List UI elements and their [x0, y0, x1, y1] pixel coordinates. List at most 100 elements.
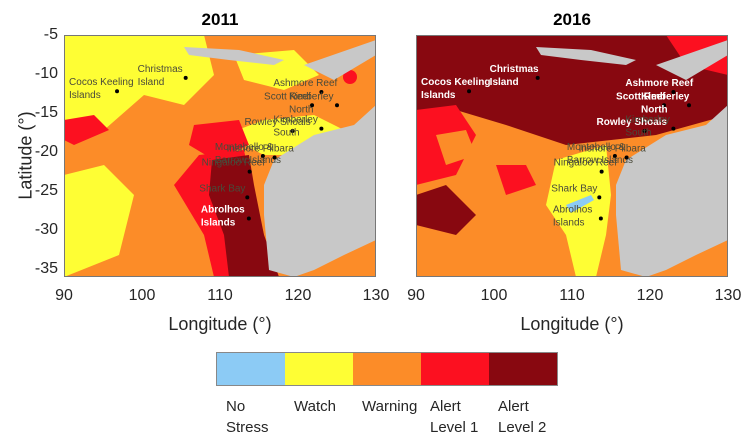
- map-2016: Cocos Keeling Islands Christmas Island Ashmo…: [416, 35, 728, 277]
- colorbar-swatch: [421, 353, 489, 385]
- land: [304, 40, 376, 80]
- site-label: Barrow Islands: [215, 155, 281, 166]
- site-label: South: [625, 128, 651, 139]
- site-label: Shark Bay: [199, 183, 245, 194]
- site-label: Islands: [553, 217, 585, 228]
- site-label: Scott Reef: [264, 91, 311, 102]
- colorbar-swatch: [217, 353, 285, 385]
- x-axis-label-2016: Longitude (°): [520, 314, 624, 334]
- y-tick-label: -20: [34, 143, 58, 161]
- region-watch: [64, 165, 134, 277]
- site-marker: [671, 126, 676, 131]
- y-tick-label: -15: [34, 104, 58, 122]
- x-tick-label: 130: [714, 287, 742, 304]
- site-marker: [599, 169, 604, 174]
- region-alert1: [343, 70, 357, 84]
- site-label: Kimberley: [273, 115, 317, 126]
- y-tick-label: -25: [34, 182, 58, 200]
- region-warning: [436, 130, 476, 165]
- site-label: Christmas: [138, 64, 183, 75]
- site-label: South: [273, 128, 299, 139]
- site-marker: [624, 155, 629, 160]
- site-marker: [597, 195, 602, 200]
- region-alert2: [416, 35, 728, 145]
- x-tick-label: 90: [55, 287, 73, 304]
- site-label: Christmas: [490, 64, 539, 75]
- x-tick-label: 120: [636, 287, 664, 304]
- site-marker: [115, 89, 120, 94]
- region-alert1: [64, 115, 109, 145]
- x-tick-label: 100: [128, 287, 156, 304]
- colorbar-label: Watch: [294, 398, 336, 415]
- site-label: Abrolhos: [553, 204, 592, 215]
- site-label: Inshore Pilbara: [227, 144, 295, 155]
- y-tick-label: -35: [34, 260, 58, 278]
- site-marker: [598, 216, 603, 221]
- region-alert1: [189, 120, 249, 160]
- plot-frame: [64, 35, 376, 277]
- region-no-stress: [566, 195, 594, 213]
- site-label: North: [289, 104, 313, 115]
- site-label: Island: [490, 77, 519, 88]
- land: [656, 40, 728, 80]
- region-alert2: [209, 155, 279, 277]
- x-tick-label: 100: [480, 287, 508, 304]
- colorbar: [216, 352, 558, 386]
- region-alert1: [496, 165, 536, 195]
- site-label: Kimberley: [289, 91, 333, 102]
- site-label: Cocos Keeling: [69, 77, 133, 88]
- site-label: Montebello &: [567, 142, 626, 153]
- site-label: Cocos Keeling: [421, 77, 490, 88]
- site-marker: [612, 154, 617, 158]
- colorbar-label: Warning: [362, 398, 418, 415]
- site-marker: [246, 216, 251, 221]
- site-marker: [319, 89, 324, 94]
- y-tick-label: -10: [34, 65, 58, 83]
- site-label: Shark Bay: [551, 183, 597, 194]
- land-australia: [616, 105, 728, 277]
- site-label: Island: [138, 77, 165, 88]
- x-tick-label: 120: [284, 287, 312, 304]
- colorbar-swatch: [353, 353, 421, 385]
- y-tick-label: -5: [43, 26, 58, 43]
- site-label: Rowley Shoals: [245, 117, 311, 128]
- map-2011: Cocos Keeling Islands Christmas Island Ashmo…: [64, 35, 376, 277]
- site-label: Ningaloo Reef: [202, 158, 266, 169]
- site-label: Kimberley: [625, 115, 669, 126]
- y-tick-label: -30: [34, 221, 58, 239]
- site-marker: [245, 195, 250, 200]
- site-marker: [671, 89, 676, 94]
- site-marker: [662, 103, 667, 108]
- colorbar-label: Alert Level 2: [498, 398, 547, 436]
- site-marker: [319, 126, 324, 131]
- site-label: Ashmore Reef: [273, 78, 337, 89]
- site-label: Ashmore Reef: [625, 78, 693, 89]
- site-label: Islands: [69, 90, 101, 101]
- x-axis-label-2011: Longitude (°): [168, 314, 272, 334]
- colorbar-swatch: [285, 353, 353, 385]
- site-marker: [310, 103, 315, 108]
- region-watch: [64, 35, 214, 130]
- site-label: Barrow Islands: [567, 155, 633, 166]
- site-marker: [247, 169, 252, 174]
- site-label: Montebello &: [215, 142, 274, 153]
- land-australia: [264, 105, 376, 277]
- region-watch: [546, 145, 611, 277]
- site-label: Islands: [201, 217, 236, 228]
- site-label: North: [641, 104, 668, 115]
- site-marker: [335, 103, 339, 108]
- site-label: Rowley Shoals: [597, 117, 668, 128]
- plot-frame: [416, 35, 728, 277]
- site-marker: [260, 154, 265, 158]
- site-marker: [467, 89, 472, 94]
- region-alert2: [416, 185, 476, 235]
- colorbar-label: No Stress: [226, 398, 269, 436]
- site-marker: [535, 75, 540, 80]
- panel-title-2011: 2011: [201, 10, 239, 29]
- x-tick-label: 110: [559, 287, 585, 304]
- site-marker: [290, 129, 295, 134]
- x-tick-label: 90: [407, 287, 425, 304]
- x-tick-label: 110: [207, 287, 233, 304]
- site-marker: [687, 103, 691, 108]
- colorbar-label: Alert Level 1: [430, 398, 479, 436]
